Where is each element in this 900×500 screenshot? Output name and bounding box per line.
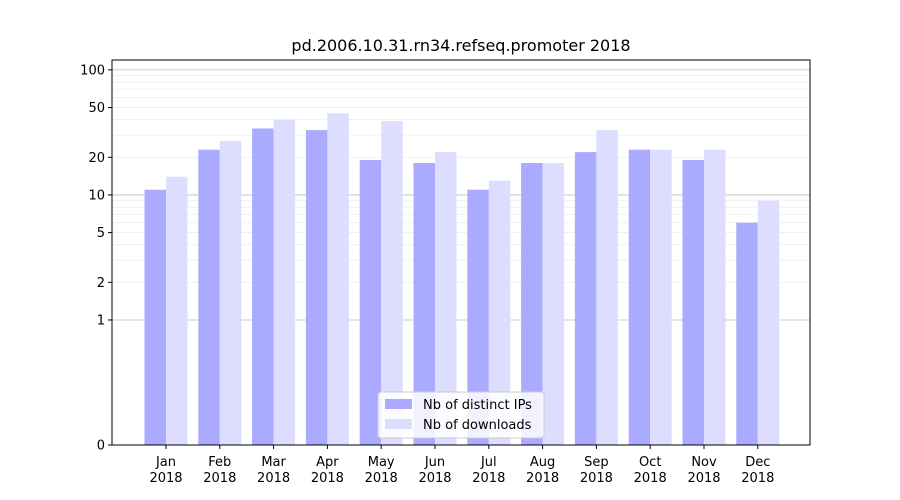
bar-downloads <box>542 163 565 445</box>
bar-distinct-ips <box>682 160 704 445</box>
bar-distinct-ips <box>467 189 489 445</box>
bar-distinct-ips <box>574 152 597 445</box>
x-tick-label-year: 2018 <box>687 471 720 486</box>
x-tick-label-month: Mar <box>261 455 286 470</box>
bar-distinct-ips <box>198 149 220 446</box>
bar-downloads <box>327 113 349 445</box>
bar-downloads <box>596 130 618 445</box>
bar-downloads <box>704 149 726 446</box>
x-tick-label-month: Sep <box>584 455 609 470</box>
y-axis: 0 1 2 5 10 20 50 100 <box>80 63 112 454</box>
bar-downloads <box>219 140 242 445</box>
bar-downloads <box>381 121 403 446</box>
x-tick-label-year: 2018 <box>580 471 613 486</box>
x-tick-label-month: Jun <box>424 455 445 470</box>
bar-downloads <box>757 200 780 445</box>
bar-distinct-ips <box>144 189 166 445</box>
y-tick-label: 20 <box>88 151 105 166</box>
x-tick-label-year: 2018 <box>365 471 398 486</box>
bar-distinct-ips <box>305 130 328 445</box>
bar-distinct-ips <box>413 163 435 445</box>
legend-swatch <box>385 399 412 409</box>
bar-distinct-ips <box>628 149 651 446</box>
bar-downloads <box>650 149 672 446</box>
plot-frame <box>111 59 811 446</box>
y-tick-label: 100 <box>80 63 105 78</box>
legend-label: Nb of distinct IPs <box>423 398 532 413</box>
x-tick-label-year: 2018 <box>257 471 290 486</box>
bars <box>144 113 780 446</box>
y-tick-label: 0 <box>97 439 105 454</box>
y-tick-label: 50 <box>88 101 105 116</box>
x-tick-label-month: Jan <box>155 455 176 470</box>
x-axis: Jan2018Feb2018Mar2018Apr2018May2018Jun20… <box>149 445 774 486</box>
x-tick-label-month: Aug <box>530 455 555 470</box>
x-tick-label-year: 2018 <box>741 471 774 486</box>
legend-box <box>377 391 545 439</box>
x-tick-label-year: 2018 <box>203 471 236 486</box>
bar-distinct-ips <box>252 128 274 445</box>
y-tick-label: 10 <box>88 188 105 203</box>
x-tick-label-month: May <box>368 455 395 470</box>
x-tick-label-year: 2018 <box>634 471 667 486</box>
x-tick-label-year: 2018 <box>526 471 559 486</box>
bar-distinct-ips <box>521 163 543 445</box>
x-tick-label-year: 2018 <box>149 471 182 486</box>
y-tick-label: 5 <box>97 226 105 241</box>
bar-downloads <box>166 176 188 445</box>
x-tick-label-month: Apr <box>316 455 339 470</box>
bar-distinct-ips <box>359 160 382 445</box>
x-tick-label-month: Nov <box>691 455 717 470</box>
bar-downloads <box>273 119 296 446</box>
legend-swatch <box>385 419 412 429</box>
x-tick-label-month: Dec <box>745 455 770 470</box>
legend: Nb of distinct IPs Nb of downloads <box>377 391 545 439</box>
y-tick-label: 1 <box>97 313 105 328</box>
x-tick-label-month: Feb <box>208 455 231 470</box>
chart-title: pd.2006.10.31.rn34.refseq.promoter 2018 <box>291 36 630 55</box>
x-tick-label-year: 2018 <box>472 471 505 486</box>
y-tick-label: 2 <box>97 276 105 291</box>
bar-downloads <box>435 152 457 445</box>
bar-distinct-ips <box>736 222 758 445</box>
x-tick-label-month: Jul <box>480 455 497 470</box>
x-tick-label-year: 2018 <box>418 471 451 486</box>
x-tick-label-month: Oct <box>639 455 661 470</box>
legend-label: Nb of downloads <box>423 418 532 433</box>
bar-downloads <box>488 180 511 445</box>
x-tick-label-year: 2018 <box>311 471 344 486</box>
